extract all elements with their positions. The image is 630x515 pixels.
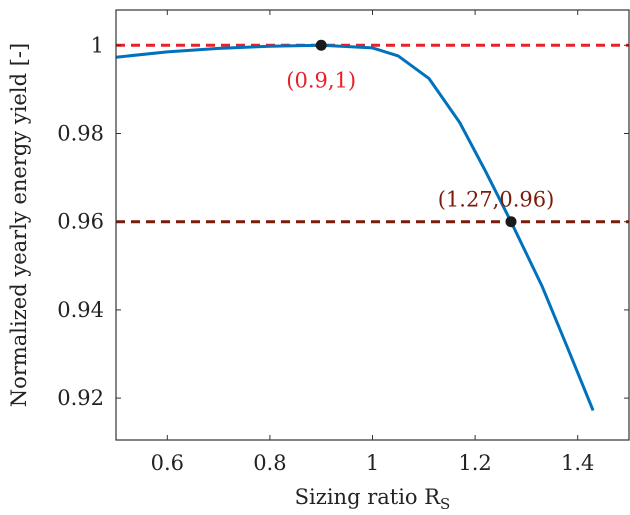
annotation-label-0: (0.9,1) xyxy=(286,68,356,92)
reference-lines xyxy=(116,43,629,224)
x-axis-label-subscript: S xyxy=(440,495,450,513)
x-tick-label: 1.4 xyxy=(561,451,594,475)
y-axis-ticks: 0.92 0.94 0.96 0.98 1 xyxy=(57,33,629,410)
y-tick-label: 0.94 xyxy=(57,298,104,322)
x-tick-label: 0.8 xyxy=(253,451,286,475)
annotation-point-1 xyxy=(505,216,517,228)
y-axis-label: Normalized yearly energy yield [-] xyxy=(7,43,31,407)
y-tick-label: 0.92 xyxy=(57,386,104,410)
annotation-label-1: (1.27,0.96) xyxy=(438,188,555,212)
series-line-0 xyxy=(115,43,595,412)
x-tick-label: 0.6 xyxy=(151,451,184,475)
y-tick-label: 0.96 xyxy=(57,210,104,234)
plot-frame xyxy=(115,9,630,441)
x-tick-label: 1 xyxy=(366,451,379,475)
series-layer xyxy=(115,43,595,412)
y-tick-label: 0.98 xyxy=(57,121,104,145)
x-axis-ticks: 0.6 0.8 1 1.2 1.4 xyxy=(151,10,594,475)
x-tick-label: 1.2 xyxy=(458,451,491,475)
x-axis-label: Sizing ratio RS xyxy=(295,485,451,513)
annotation-point-0 xyxy=(315,39,327,51)
x-axis-label-main: Sizing ratio R xyxy=(295,485,442,509)
annotation-labels: (0.9,1) (1.27,0.96) xyxy=(286,68,554,211)
annotation-markers xyxy=(315,39,517,228)
y-tick-label: 1 xyxy=(91,33,104,57)
